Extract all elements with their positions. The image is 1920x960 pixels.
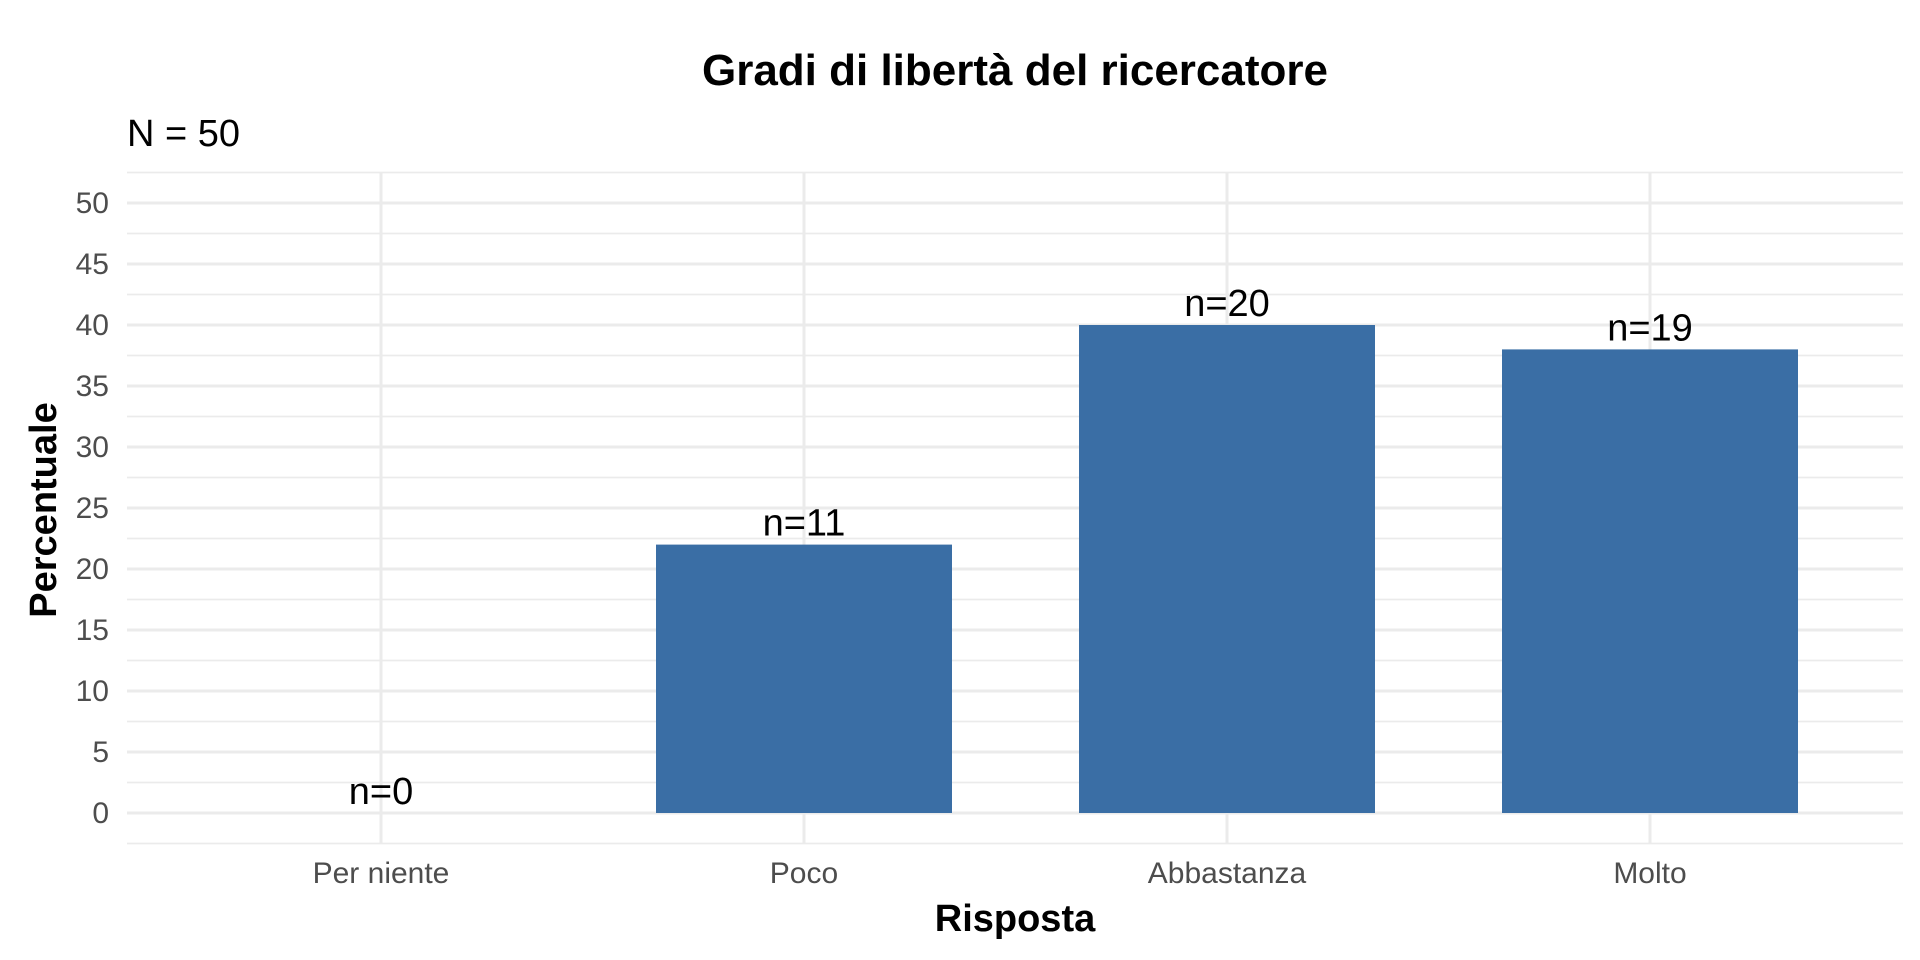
y-tick-label: 5 <box>92 736 109 769</box>
x-tick-label: Per niente <box>313 857 450 890</box>
data-label: n=19 <box>1607 307 1693 349</box>
y-tick-label: 30 <box>76 431 109 464</box>
bar-abbastanza <box>1079 325 1375 813</box>
y-tick-label: 25 <box>76 492 109 525</box>
y-tick-label: 50 <box>76 187 109 220</box>
x-axis-title: Risposta <box>935 898 1096 940</box>
x-axis-ticks: Per niente Poco Abbastanza Molto <box>313 857 1687 890</box>
y-axis-title: Percentuale <box>23 402 65 617</box>
chart-subtitle: N = 50 <box>127 113 240 155</box>
data-labels: n=0 n=11 n=20 n=19 <box>349 283 1693 813</box>
y-tick-label: 35 <box>76 370 109 403</box>
x-tick-label: Abbastanza <box>1148 857 1307 890</box>
y-tick-label: 15 <box>76 614 109 647</box>
y-tick-label: 45 <box>76 248 109 281</box>
bar-molto <box>1502 349 1798 813</box>
x-tick-label: Poco <box>770 857 838 890</box>
data-label: n=0 <box>349 771 413 813</box>
chart-title: Gradi di libertà del ricercatore <box>702 46 1328 95</box>
y-tick-label: 10 <box>76 675 109 708</box>
y-tick-label: 0 <box>92 797 109 830</box>
bar-poco <box>656 544 952 813</box>
y-axis-ticks: 0 5 10 15 20 25 30 35 40 45 50 <box>76 187 109 830</box>
x-tick-label: Molto <box>1613 857 1686 890</box>
y-tick-label: 40 <box>76 309 109 342</box>
y-tick-label: 20 <box>76 553 109 586</box>
bars <box>656 325 1798 813</box>
data-label: n=11 <box>763 503 846 545</box>
data-label: n=20 <box>1184 283 1270 325</box>
